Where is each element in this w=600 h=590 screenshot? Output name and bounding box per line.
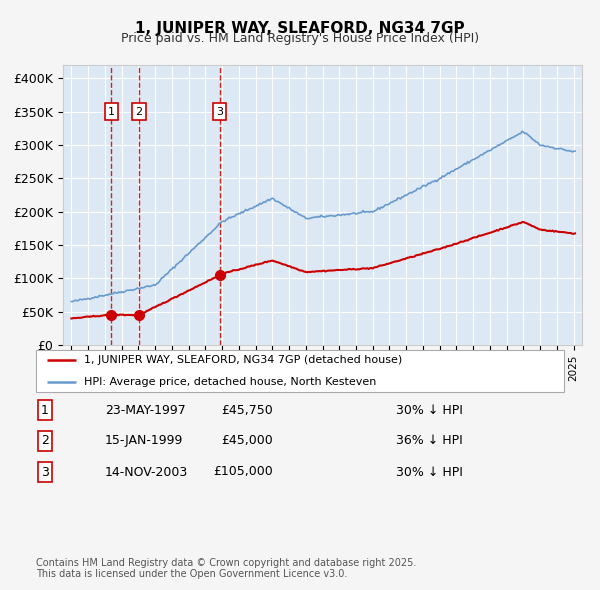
- Text: 23-MAY-1997: 23-MAY-1997: [105, 404, 186, 417]
- Text: 2: 2: [136, 107, 143, 117]
- FancyBboxPatch shape: [36, 350, 564, 392]
- Text: £45,750: £45,750: [221, 404, 273, 417]
- Text: HPI: Average price, detached house, North Kesteven: HPI: Average price, detached house, Nort…: [83, 377, 376, 386]
- Text: Contains HM Land Registry data © Crown copyright and database right 2025.: Contains HM Land Registry data © Crown c…: [36, 558, 416, 568]
- Text: 3: 3: [217, 107, 223, 117]
- Text: 3: 3: [41, 466, 49, 478]
- Text: 14-NOV-2003: 14-NOV-2003: [105, 466, 188, 478]
- Text: 15-JAN-1999: 15-JAN-1999: [105, 434, 184, 447]
- Text: 1, JUNIPER WAY, SLEAFORD, NG34 7GP: 1, JUNIPER WAY, SLEAFORD, NG34 7GP: [135, 21, 465, 35]
- Text: 36% ↓ HPI: 36% ↓ HPI: [396, 434, 463, 447]
- Text: Price paid vs. HM Land Registry's House Price Index (HPI): Price paid vs. HM Land Registry's House …: [121, 32, 479, 45]
- Text: 2: 2: [41, 434, 49, 447]
- Text: This data is licensed under the Open Government Licence v3.0.: This data is licensed under the Open Gov…: [36, 569, 347, 579]
- Text: 30% ↓ HPI: 30% ↓ HPI: [396, 404, 463, 417]
- Text: £45,000: £45,000: [221, 434, 273, 447]
- Text: £105,000: £105,000: [213, 466, 273, 478]
- Text: 1: 1: [108, 107, 115, 117]
- Text: 30% ↓ HPI: 30% ↓ HPI: [396, 466, 463, 478]
- Text: 1, JUNIPER WAY, SLEAFORD, NG34 7GP (detached house): 1, JUNIPER WAY, SLEAFORD, NG34 7GP (deta…: [83, 356, 402, 365]
- Text: 1: 1: [41, 404, 49, 417]
